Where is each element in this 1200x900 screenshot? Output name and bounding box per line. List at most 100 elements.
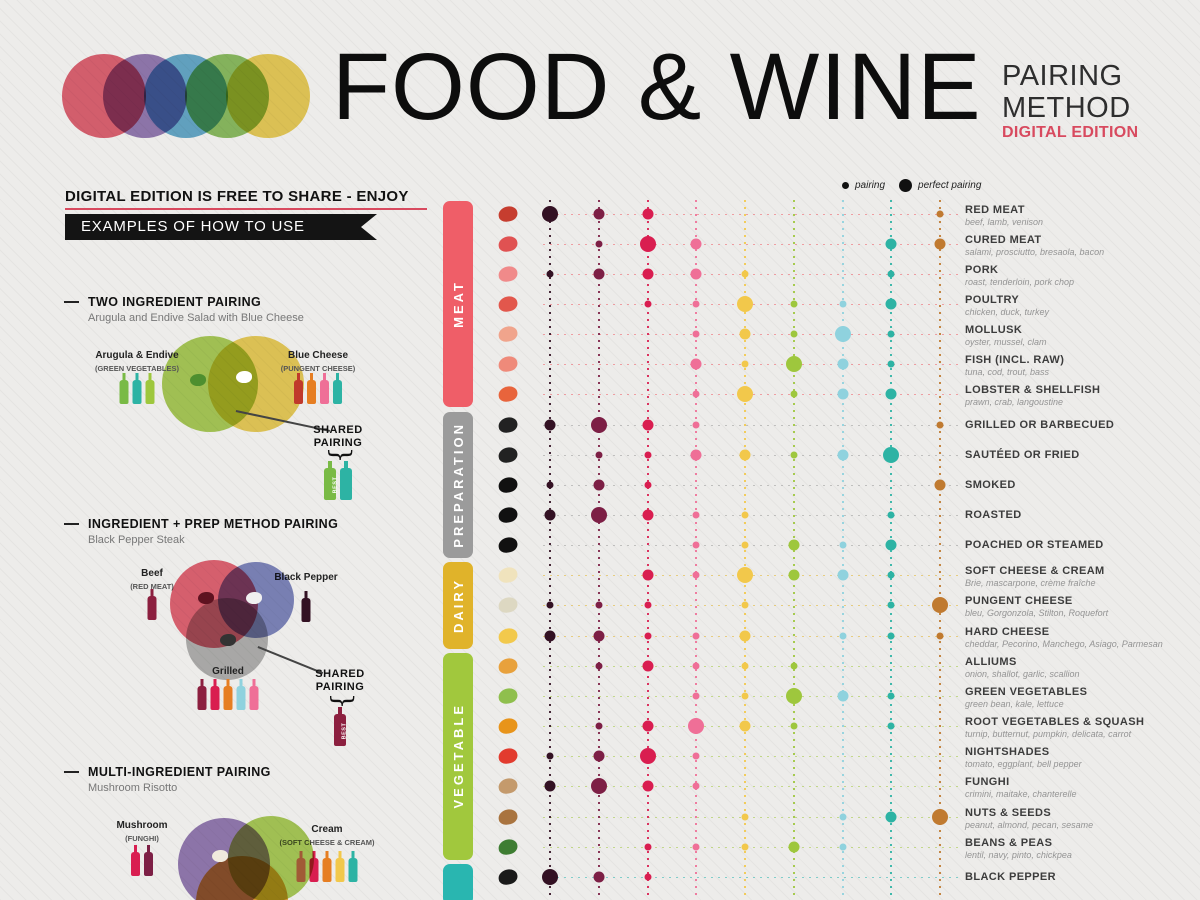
pairing-dot bbox=[837, 449, 848, 461]
food-row-title: GREEN VEGETABLES bbox=[965, 685, 1088, 698]
fish-icon bbox=[497, 355, 519, 373]
food-row-title: ROASTED bbox=[965, 509, 1022, 521]
pairing-dot bbox=[544, 780, 556, 792]
example-title: MULTI-INGREDIENT PAIRING bbox=[88, 765, 271, 779]
category-label: DAIRY bbox=[450, 577, 466, 633]
food-row-subtitle: cheddar, Pecorino, Manchego, Asiago, Par… bbox=[965, 638, 1163, 649]
pairing-dot bbox=[644, 481, 651, 489]
pepper-grinder-icon bbox=[497, 868, 519, 886]
pairing-dot bbox=[595, 451, 603, 459]
wine-bottle bbox=[309, 851, 319, 882]
subtitle-line-2: METHOD bbox=[1002, 92, 1131, 124]
peapod-icon bbox=[497, 837, 519, 856]
pairing-dot bbox=[741, 360, 749, 368]
perfect-pairing-dot bbox=[639, 235, 656, 252]
ingredient-category: (SOFT CHEESE & CREAM) bbox=[279, 838, 375, 847]
row-label: CURED MEAT salami, prosciutto, bresaola, … bbox=[965, 234, 1197, 257]
soft-cheese-icon bbox=[497, 566, 519, 585]
wine-bottle bbox=[132, 373, 142, 404]
bottle-group-left bbox=[119, 373, 155, 404]
row-line bbox=[543, 846, 959, 848]
pairing-dot bbox=[790, 330, 798, 338]
row-label: PORK roast, tenderloin, pork chop bbox=[965, 264, 1197, 287]
food-row-title: POULTRY bbox=[965, 293, 1020, 306]
pairing-dot bbox=[837, 388, 848, 400]
pairing-dot bbox=[887, 601, 895, 609]
pairing-dot bbox=[644, 451, 651, 459]
category-label: VEGETABLE bbox=[450, 703, 466, 809]
pairing-dot bbox=[642, 419, 653, 431]
food-row-title: HARD CHEESE bbox=[965, 625, 1050, 638]
row-label: SAUTÉED OR FRIED bbox=[965, 449, 1197, 461]
wine-column-line bbox=[646, 200, 649, 900]
pairing-dot bbox=[934, 479, 946, 491]
row-line bbox=[543, 635, 959, 637]
food-row-title: POACHED OR STEAMED bbox=[965, 539, 1104, 552]
row-line bbox=[543, 424, 959, 426]
row-label: SOFT CHEESE & CREAM Brie, mascarpone, crè… bbox=[965, 565, 1197, 588]
row-label: HARD CHEESE cheddar, Pecorino, Manchego, … bbox=[965, 626, 1197, 649]
food-row-title: SOFT CHEESE & CREAM bbox=[965, 565, 1105, 578]
pairing-dot bbox=[642, 208, 653, 219]
wine-bottle bbox=[131, 845, 140, 876]
tomato-icon bbox=[497, 747, 519, 765]
food-row-title: FUNGHI bbox=[965, 776, 1010, 789]
perfect-pairing-dot bbox=[542, 868, 558, 885]
page-title: FOOD & WINE bbox=[332, 34, 982, 140]
bottle-group-right bbox=[301, 591, 311, 622]
row-line bbox=[543, 334, 959, 336]
row-label: GREEN VEGETABLES green bean, kale, lettuc… bbox=[965, 686, 1197, 709]
perfect-pairing-dot bbox=[590, 507, 607, 523]
ingredient-label-right: Cream (SOFT CHEESE & CREAM) bbox=[262, 824, 392, 849]
food-row-title: SAUTÉED OR FRIED bbox=[965, 448, 1080, 461]
wine-bottle bbox=[236, 679, 246, 710]
pairing-dot bbox=[741, 270, 749, 278]
pairing-dot bbox=[739, 630, 751, 642]
pig-icon bbox=[497, 265, 519, 283]
perfect-pairing-dot bbox=[737, 567, 753, 584]
food-row-title: NIGHTSHADES bbox=[965, 746, 1050, 759]
pairing-dot bbox=[936, 632, 944, 640]
pairing-dot bbox=[690, 238, 702, 250]
wine-bottle bbox=[210, 679, 220, 710]
food-row-subtitle: lentil, navy, pinto, chickpea bbox=[965, 849, 1072, 860]
perfect-pairing-dot bbox=[737, 386, 753, 403]
tick-dash bbox=[64, 771, 79, 773]
row-line bbox=[543, 484, 959, 486]
wine-bottle bbox=[301, 591, 311, 622]
edition-label: DIGITAL EDITION bbox=[1002, 124, 1139, 141]
row-label: POACHED OR STEAMED bbox=[965, 539, 1197, 551]
grill-marks-icon bbox=[220, 634, 236, 646]
example-subtitle: Arugula and Endive Salad with Blue Chees… bbox=[88, 312, 304, 324]
ingredient-name: Blue Cheese bbox=[287, 350, 349, 361]
row-label: BEANS & PEAS lentil, navy, pinto, chickpe… bbox=[965, 837, 1197, 860]
row-line bbox=[543, 243, 959, 245]
pairing-dot bbox=[887, 330, 895, 338]
row-line bbox=[543, 665, 959, 667]
food-row-subtitle: Brie, mascarpone, crème fraîche bbox=[965, 578, 1096, 589]
wine-bottle bbox=[348, 851, 358, 882]
knife-icon bbox=[497, 415, 519, 434]
category-bar-meat: MEAT bbox=[443, 200, 473, 408]
examples-banner: EXAMPLES OF HOW TO USE bbox=[65, 214, 377, 240]
wine-bottle bbox=[340, 461, 352, 500]
pairing-dot bbox=[692, 511, 700, 519]
food-row-subtitle: bleu, Gorgonzola, Stilton, Roquefort bbox=[965, 608, 1109, 619]
pairing-dot bbox=[788, 539, 800, 551]
food-row-title: SMOKED bbox=[965, 478, 1016, 491]
ingredient-category: (PUNGENT CHEESE) bbox=[280, 364, 356, 373]
ingredient-name: Cream bbox=[311, 824, 343, 835]
pairing-dot bbox=[887, 571, 895, 579]
pairing-dot bbox=[741, 662, 749, 670]
pairing-dot bbox=[790, 300, 798, 308]
logo-circle bbox=[226, 54, 310, 138]
row-line bbox=[543, 756, 959, 758]
wine-bottle bbox=[145, 373, 155, 404]
food-row-title: PORK bbox=[965, 263, 999, 276]
pairing-dot bbox=[642, 569, 653, 581]
row-line bbox=[543, 364, 959, 366]
example-title: INGREDIENT + PREP METHOD PAIRING bbox=[88, 517, 339, 531]
pairing-dot bbox=[741, 843, 749, 851]
pairing-dot bbox=[692, 692, 700, 700]
bacon-icon bbox=[497, 234, 519, 253]
